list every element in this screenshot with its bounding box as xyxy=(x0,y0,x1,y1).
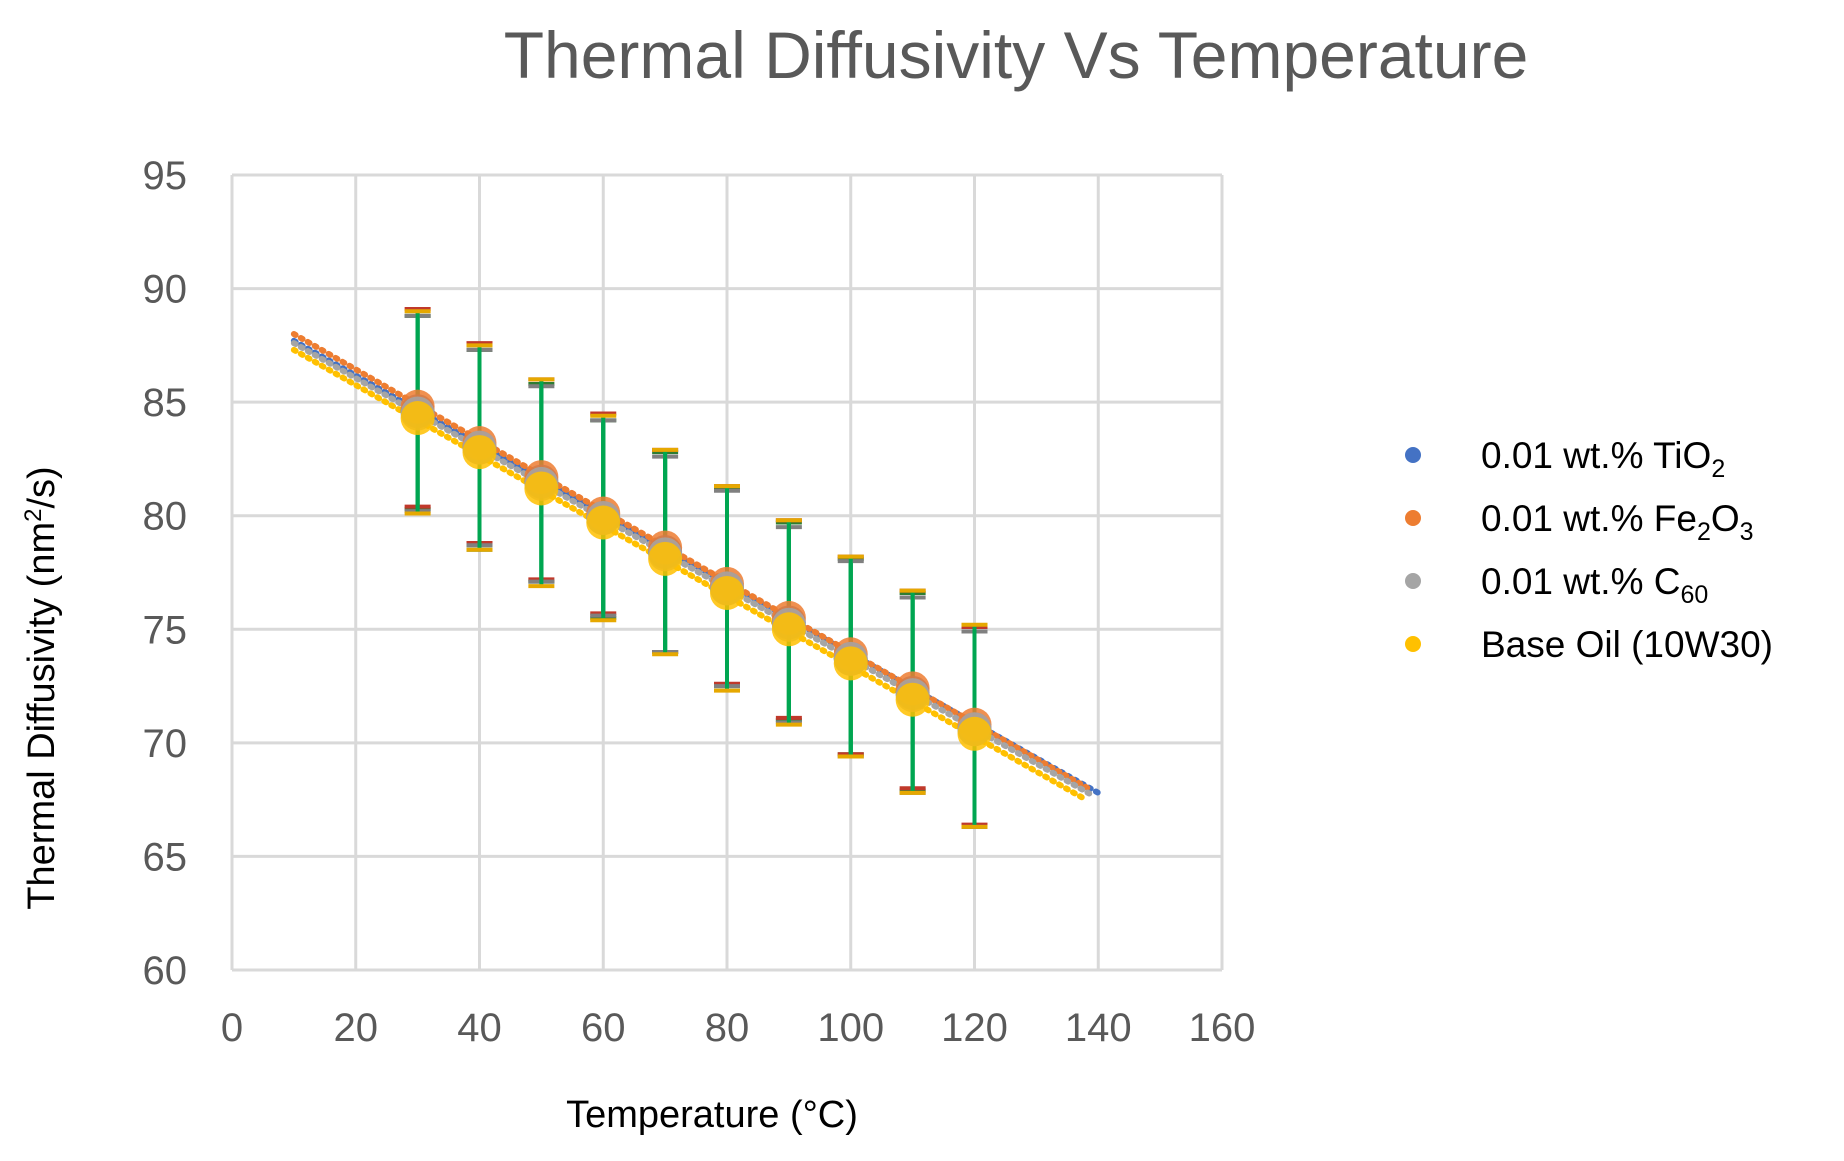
legend-label-2: 0.01 wt.% C60 xyxy=(1481,561,1708,609)
x-tick-label: 140 xyxy=(1065,1006,1132,1050)
x-tick-label: 20 xyxy=(334,1006,379,1050)
point-3-5 xyxy=(710,575,744,610)
y-tick-label: 75 xyxy=(143,608,188,652)
y-tick-label: 95 xyxy=(143,154,188,198)
legend-marker-2 xyxy=(1405,573,1421,589)
x-tick-label: 0 xyxy=(221,1006,243,1050)
legend-label-3: Base Oil (10W30) xyxy=(1481,624,1773,665)
y-axis-label-main: Thermal Diffusivity (nm xyxy=(21,522,63,910)
point-3-2 xyxy=(524,471,559,506)
x-tick-label: 60 xyxy=(581,1006,626,1050)
point-3-9 xyxy=(957,716,992,751)
y-axis-label-superscript: 2 xyxy=(20,509,47,522)
legend-label-0: 0.01 wt.% TiO2 xyxy=(1481,435,1725,483)
y-tick-label: 90 xyxy=(143,268,188,312)
point-3-1 xyxy=(462,435,497,470)
y-axis-label: Thermal Diffusivity (nm2/s) xyxy=(20,466,64,909)
y-tick-label: 85 xyxy=(143,381,188,425)
x-tick-label: 160 xyxy=(1189,1006,1256,1050)
legend-marker-3 xyxy=(1405,636,1421,652)
point-3-8 xyxy=(895,682,930,717)
legend-label-1: 0.01 wt.% Fe2O3 xyxy=(1481,498,1754,546)
x-tick-label: 100 xyxy=(817,1006,884,1050)
y-tick-label: 70 xyxy=(143,722,188,766)
y-tick-label: 65 xyxy=(143,835,188,879)
legend-marker-0 xyxy=(1405,447,1421,463)
point-3-3 xyxy=(586,505,621,540)
point-3-4 xyxy=(648,541,683,576)
y-tick-label: 60 xyxy=(143,949,188,993)
x-axis-ticks: 0 20 40 60 80 100 120 140 160 xyxy=(221,1006,1256,1050)
data-points xyxy=(400,389,992,751)
y-tick-label: 80 xyxy=(143,495,188,539)
y-axis-label-end: /s) xyxy=(21,466,63,508)
x-tick-label: 40 xyxy=(457,1006,502,1050)
legend: 0.01 wt.% TiO2 0.01 wt.% Fe2O3 0.01 wt.% C… xyxy=(1405,435,1773,665)
chart-title: Thermal Diffusivity Vs Temperature xyxy=(504,18,1529,92)
point-3-6 xyxy=(771,612,806,647)
legend-marker-1 xyxy=(1405,510,1421,526)
y-axis-ticks: 60 65 70 75 80 85 90 95 xyxy=(143,154,188,993)
x-tick-label: 120 xyxy=(941,1006,1008,1050)
x-axis-label: Temperature (°C) xyxy=(566,1094,858,1136)
point-3-7 xyxy=(833,646,868,681)
x-tick-label: 80 xyxy=(705,1006,750,1050)
point-3-0 xyxy=(400,401,435,436)
